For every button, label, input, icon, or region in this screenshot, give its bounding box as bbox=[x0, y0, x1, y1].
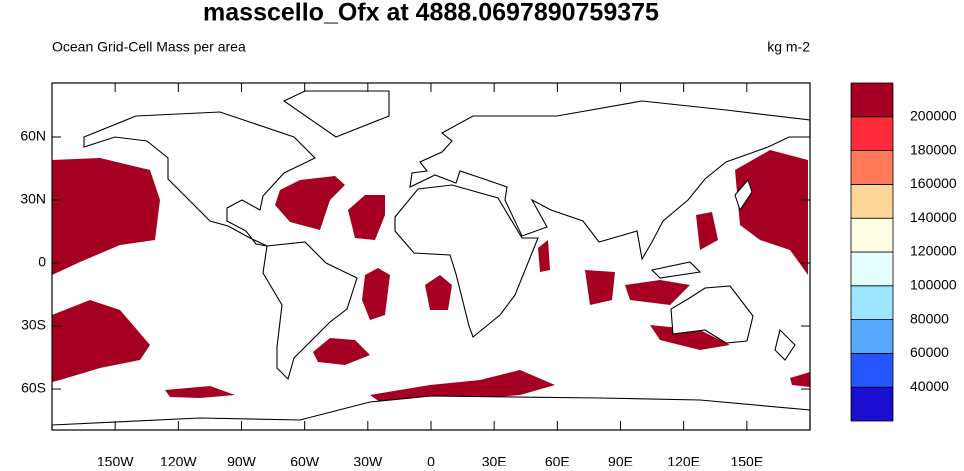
coastlines bbox=[51, 90, 811, 431]
colorbar-label: 120000 bbox=[910, 243, 957, 259]
x-tick-label: 120W bbox=[160, 454, 197, 466]
colorbar-label: 180000 bbox=[910, 141, 957, 157]
y-tick-label: 0 bbox=[38, 254, 46, 270]
colorbar-box bbox=[850, 319, 894, 354]
colorbar-label: 160000 bbox=[910, 175, 957, 191]
x-tick-label: 90E bbox=[608, 454, 633, 466]
x-tick-label: 150E bbox=[730, 454, 763, 466]
colorbar: 40000 60000 80000 100000 120000 140000 160000 1… bbox=[850, 82, 957, 422]
y-tick-label: 60N bbox=[20, 128, 46, 144]
x-tick-label: 0 bbox=[427, 454, 435, 466]
map bbox=[51, 82, 811, 431]
y-tick-label: 30N bbox=[20, 191, 46, 207]
colorbar-label: 40000 bbox=[910, 378, 949, 394]
x-tick-label: 60W bbox=[290, 454, 320, 466]
x-tick-label: 30W bbox=[353, 454, 383, 466]
colorbar-box bbox=[850, 251, 894, 287]
colorbar-box bbox=[850, 285, 894, 320]
colorbar-label: 200000 bbox=[910, 108, 957, 124]
colorbar-label: 80000 bbox=[910, 310, 949, 326]
colorbar-box bbox=[850, 352, 894, 388]
title: masscello_Ofx at 4888.0697890759375 bbox=[203, 0, 659, 27]
units: kg m-2 bbox=[767, 39, 810, 55]
colorbar-box bbox=[850, 217, 894, 253]
x-tick-label: 90W bbox=[227, 454, 257, 466]
x-tick-label: 30E bbox=[482, 454, 507, 466]
subtitle: Ocean Grid-Cell Mass per area bbox=[52, 39, 246, 55]
x-tick-label: 60E bbox=[545, 454, 570, 466]
colorbar-box bbox=[850, 183, 894, 219]
colorbar-label: 60000 bbox=[910, 344, 949, 360]
ocean-field bbox=[52, 150, 810, 402]
x-tick-label: 120E bbox=[667, 454, 700, 466]
colorbar-box bbox=[850, 116, 894, 152]
y-tick-label: 30S bbox=[21, 317, 46, 333]
y-tick-label: 60S bbox=[21, 380, 46, 396]
colorbar-label: 100000 bbox=[910, 277, 957, 293]
x-tick-label: 150W bbox=[97, 454, 134, 466]
colorbar-label: 140000 bbox=[910, 209, 957, 225]
colorbar-box bbox=[850, 386, 894, 422]
colorbar-box bbox=[850, 150, 894, 185]
colorbar-box bbox=[850, 82, 894, 118]
